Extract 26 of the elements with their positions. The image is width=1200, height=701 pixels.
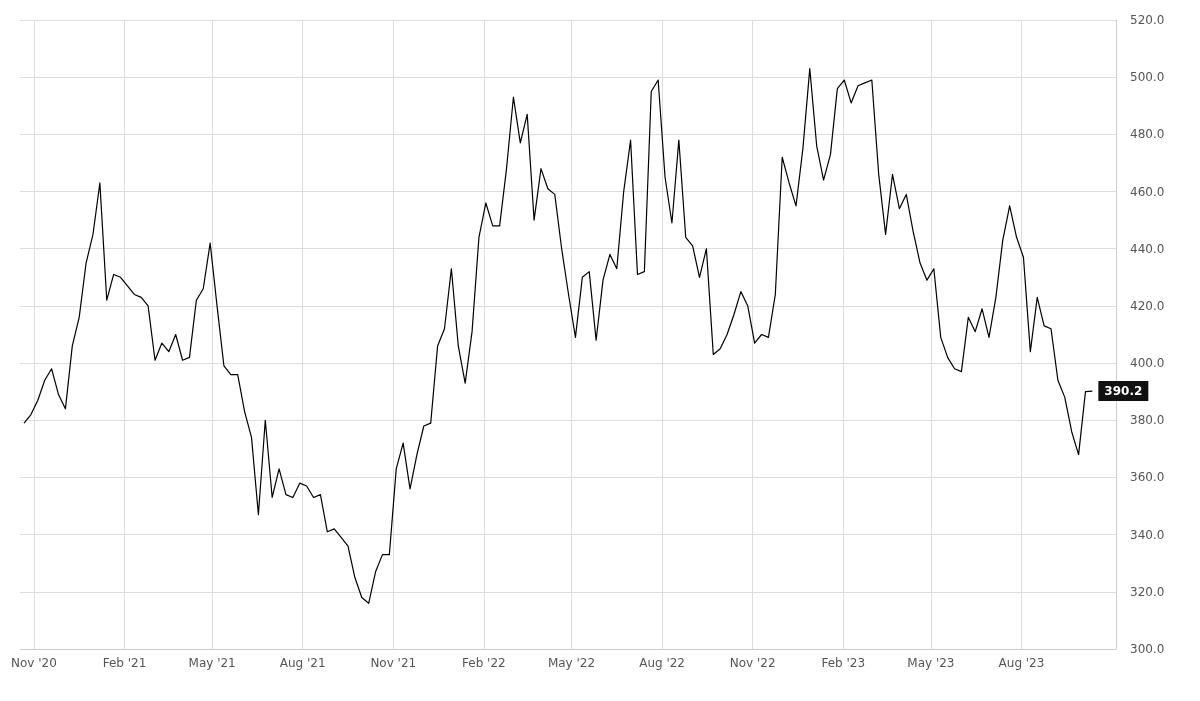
y-tick-label: 300.0 (1130, 642, 1165, 656)
y-tick-label: 340.0 (1130, 527, 1165, 542)
y-tick-label: 440.0 (1130, 241, 1165, 256)
x-tick-label: Aug '22 (639, 656, 685, 670)
x-tick-label: Nov '21 (370, 656, 417, 670)
x-tick-label: Feb '22 (462, 656, 506, 670)
y-tick-label: 400.0 (1130, 356, 1165, 371)
y-tick-label: 520.0 (1130, 13, 1165, 27)
x-tick-label: May '23 (907, 656, 955, 670)
y-tick-label: 420.0 (1130, 298, 1165, 313)
x-tick-label: Feb '21 (102, 656, 147, 670)
x-tick-label: Nov '20 (11, 656, 57, 670)
y-tick-label: 500.0 (1130, 70, 1165, 85)
y-tick-label: 460.0 (1130, 184, 1165, 199)
x-tick-label: Nov '22 (729, 656, 776, 670)
x-tick-label: Feb '23 (821, 656, 866, 670)
y-tick-label: 480.0 (1130, 127, 1165, 142)
x-tick-label: May '21 (188, 656, 236, 670)
y-tick-label: 320.0 (1130, 584, 1165, 599)
y-tick-label: 380.0 (1130, 413, 1165, 428)
line-series (23, 68, 1093, 604)
data-label: 390.2 (1104, 384, 1143, 399)
y-tick-label: 360.0 (1130, 470, 1165, 485)
x-tick-label: Aug '23 (998, 656, 1045, 670)
x-tick-label: May '22 (547, 656, 596, 670)
x-tick-label: Aug '21 (279, 656, 326, 670)
